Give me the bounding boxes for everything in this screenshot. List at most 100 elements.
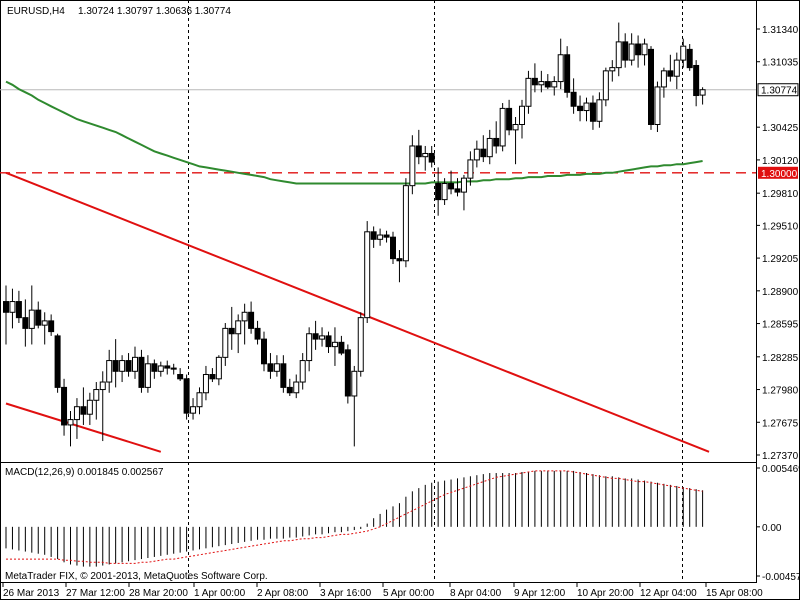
candle-body bbox=[319, 335, 326, 340]
candle-body bbox=[138, 356, 145, 388]
price-tick-label: 1.28900 bbox=[762, 287, 799, 298]
candle-body bbox=[86, 399, 93, 415]
time-tick-label: 8 Apr 04:00 bbox=[450, 588, 502, 599]
candle-body bbox=[551, 81, 558, 88]
candle-body bbox=[273, 363, 280, 372]
price-tick-label: 1.27675 bbox=[762, 418, 799, 429]
candle-body bbox=[506, 107, 513, 131]
candle-body bbox=[564, 54, 571, 93]
time-tick-label: 26 Mar 2013 bbox=[3, 588, 60, 599]
macd-label: MACD(12,26,9) 0.001845 0.002567 bbox=[5, 467, 164, 478]
candle-body bbox=[112, 360, 119, 372]
candle-body bbox=[132, 356, 138, 372]
candle-body bbox=[209, 374, 216, 380]
candle-body bbox=[177, 374, 184, 380]
time-tick-label: 10 Apr 20:00 bbox=[577, 588, 634, 599]
level-price-label: 1.30000 bbox=[761, 169, 798, 180]
candle-body bbox=[519, 105, 525, 126]
candle-body bbox=[660, 70, 667, 88]
price-tick-label: 1.30425 bbox=[762, 123, 799, 134]
candle-body bbox=[35, 309, 42, 326]
candle-body bbox=[493, 137, 500, 147]
candle-body bbox=[686, 48, 693, 69]
current-price-label: 1.30774 bbox=[761, 86, 798, 97]
candles bbox=[3, 22, 706, 447]
candle-body bbox=[467, 159, 474, 179]
candle-body bbox=[28, 309, 35, 329]
candle-body bbox=[222, 327, 229, 358]
candle-body bbox=[54, 335, 61, 388]
candle-body bbox=[351, 370, 358, 397]
candle-body bbox=[557, 54, 564, 83]
candle-body bbox=[480, 148, 487, 158]
time-axis: 26 Mar 2013 27 Mar 12:00 28 Mar 20:00 1 Apr… bbox=[2, 583, 763, 599]
time-tick-label: 27 Mar 12:00 bbox=[66, 588, 125, 599]
price-axis: 1.31340 1.31035 1.30425 1.30120 1.29810 1.295… bbox=[756, 25, 799, 462]
candle-body bbox=[67, 419, 74, 426]
candle-body bbox=[654, 86, 661, 126]
candle-body bbox=[73, 406, 80, 421]
candle-body bbox=[202, 374, 209, 394]
candle-body bbox=[61, 386, 68, 426]
candle-body bbox=[454, 188, 461, 193]
candle-body bbox=[9, 301, 16, 313]
moving-average-group bbox=[5, 80, 703, 185]
candle-body bbox=[41, 320, 48, 326]
candle-body bbox=[589, 102, 596, 122]
candle-body bbox=[512, 124, 519, 131]
current-price-line-group: 1.30774 bbox=[0, 83, 799, 97]
candle-body bbox=[267, 363, 274, 372]
candle-body bbox=[280, 363, 287, 388]
candle-body bbox=[364, 231, 371, 319]
candle-body bbox=[383, 234, 390, 238]
candle-body bbox=[667, 70, 674, 77]
candle-body bbox=[641, 43, 648, 56]
price-tick-label: 1.27980 bbox=[762, 386, 799, 397]
candle-body bbox=[261, 338, 267, 365]
candle-body bbox=[486, 137, 493, 158]
candle-body bbox=[538, 81, 545, 86]
candle-body bbox=[622, 41, 629, 61]
time-tick-label: 5 Apr 00:00 bbox=[383, 588, 435, 599]
macd-signal-line bbox=[6, 470, 703, 564]
candle-body bbox=[583, 102, 590, 112]
level-line-group: 1.30000 bbox=[0, 166, 798, 180]
price-tick-label: 1.27370 bbox=[762, 451, 799, 462]
candle-body bbox=[460, 177, 467, 193]
macd-tick-label: 0.005469 bbox=[762, 464, 800, 475]
price-tick-label: 1.29810 bbox=[762, 189, 799, 200]
candle-body bbox=[596, 99, 603, 122]
candle-body bbox=[615, 41, 622, 69]
candle-body bbox=[15, 301, 22, 319]
candle-body bbox=[183, 378, 190, 414]
candle-body bbox=[390, 236, 396, 260]
time-tick-label: 28 Mar 20:00 bbox=[129, 588, 188, 599]
candle-body bbox=[673, 59, 680, 77]
candle-body bbox=[602, 70, 609, 101]
candle-body bbox=[248, 311, 255, 329]
candle-body bbox=[635, 43, 642, 56]
price-tick-label: 1.29205 bbox=[762, 254, 799, 265]
candle-body bbox=[164, 365, 171, 369]
trendline bbox=[5, 402, 162, 453]
candle-body bbox=[357, 317, 364, 372]
time-tick-label: 1 Apr 00:00 bbox=[194, 588, 246, 599]
candle-body bbox=[435, 183, 442, 201]
candle-body bbox=[22, 317, 29, 329]
candle-body bbox=[286, 386, 293, 394]
price-tick-label: 1.31035 bbox=[762, 58, 799, 69]
time-tick-label: 15 Apr 08:00 bbox=[706, 588, 763, 599]
candle-body bbox=[370, 231, 377, 240]
candle-body bbox=[190, 406, 197, 414]
candle-body bbox=[293, 381, 300, 394]
candle-body bbox=[80, 406, 87, 415]
candle-body bbox=[570, 91, 577, 107]
moving-average-line bbox=[5, 80, 703, 185]
candle-body bbox=[693, 64, 700, 97]
candle-body bbox=[228, 327, 235, 335]
candle-body bbox=[241, 311, 248, 322]
candle-body bbox=[396, 258, 403, 262]
